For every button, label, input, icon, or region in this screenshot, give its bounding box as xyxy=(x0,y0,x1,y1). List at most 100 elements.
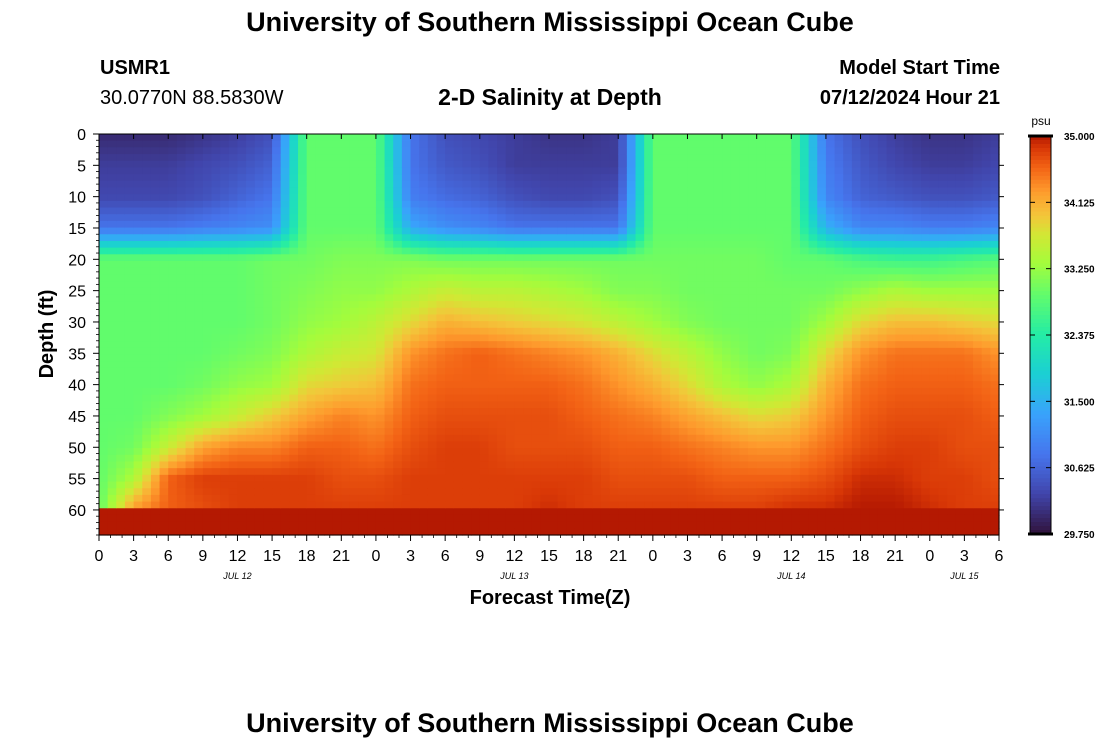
heatmap-cell xyxy=(479,294,490,302)
heatmap-cell xyxy=(799,327,810,336)
heatmap-cell xyxy=(289,521,299,529)
heatmap-cell xyxy=(799,240,810,249)
heatmap-cell xyxy=(756,187,766,195)
heatmap-cell xyxy=(644,227,654,235)
heatmap-cell xyxy=(687,501,697,509)
heatmap-cell xyxy=(748,421,758,429)
heatmap-cell xyxy=(626,254,637,262)
heatmap-cell xyxy=(332,367,342,376)
heatmap-cell xyxy=(687,260,697,269)
heatmap-cell xyxy=(384,180,394,189)
heatmap-cell xyxy=(462,167,472,175)
heatmap-cell xyxy=(116,301,126,309)
heatmap-cell xyxy=(670,301,680,309)
heatmap-cell xyxy=(644,234,654,242)
heatmap-cell xyxy=(341,327,351,336)
heatmap-cell xyxy=(298,234,308,242)
heatmap-cell xyxy=(298,461,308,469)
heatmap-cell xyxy=(116,521,126,529)
heatmap-cell xyxy=(358,521,368,529)
heatmap-cell xyxy=(782,421,792,429)
heatmap-cell xyxy=(488,441,498,449)
heatmap-cell xyxy=(626,488,637,496)
heatmap-cell xyxy=(220,294,230,302)
heatmap-cell xyxy=(220,301,230,309)
heatmap-cell xyxy=(367,214,377,222)
heatmap-cell xyxy=(116,321,126,329)
heatmap-cell xyxy=(237,247,247,255)
heatmap-cell xyxy=(696,408,706,416)
heatmap-cell xyxy=(358,207,368,215)
heatmap-cell xyxy=(799,347,810,356)
heatmap-cell xyxy=(289,274,299,282)
heatmap-cell xyxy=(514,327,524,336)
heatmap-cell xyxy=(583,194,593,202)
heatmap-cell xyxy=(349,408,360,416)
heatmap-cell xyxy=(765,227,775,235)
heatmap-cell xyxy=(626,240,637,249)
heatmap-cell xyxy=(176,334,187,342)
heatmap-cell xyxy=(349,474,360,483)
heatmap-cell xyxy=(497,528,507,536)
heatmap-cell xyxy=(272,347,282,356)
heatmap-cell xyxy=(514,227,524,235)
heatmap-cell xyxy=(107,387,117,396)
heatmap-cell xyxy=(687,434,697,443)
heatmap-cell xyxy=(652,408,663,416)
heatmap-cell xyxy=(774,341,784,349)
heatmap-cell xyxy=(419,140,429,148)
heatmap-cell xyxy=(133,454,143,463)
heatmap-cell xyxy=(566,194,576,202)
heatmap-cell xyxy=(384,361,394,369)
heatmap-cell xyxy=(427,147,438,155)
heatmap-cell xyxy=(592,174,602,182)
heatmap-cell xyxy=(324,154,334,162)
heatmap-cell xyxy=(635,441,645,449)
heatmap-cell xyxy=(324,327,334,336)
heatmap-cell xyxy=(462,387,472,396)
heatmap-cell xyxy=(514,514,524,523)
heatmap-cell xyxy=(566,180,576,189)
heatmap-cell xyxy=(401,341,412,349)
heatmap-cell xyxy=(375,528,386,536)
heatmap-cell xyxy=(557,387,567,396)
heatmap-cell xyxy=(756,281,766,289)
heatmap-cell xyxy=(107,154,117,162)
heatmap-cell xyxy=(341,488,351,496)
heatmap-cell xyxy=(765,521,775,529)
heatmap-cell xyxy=(124,134,135,142)
heatmap-cell xyxy=(609,428,619,436)
heatmap-cell xyxy=(436,394,446,402)
heatmap-cell xyxy=(635,234,645,242)
heatmap-cell xyxy=(202,421,213,429)
heatmap-cell xyxy=(246,361,256,369)
heatmap-cell xyxy=(799,394,810,402)
heatmap-cell xyxy=(453,160,464,169)
heatmap-cell xyxy=(272,240,282,249)
heatmap-cell xyxy=(730,494,740,503)
heatmap-cell xyxy=(254,508,265,516)
heatmap-cell xyxy=(756,160,766,169)
heatmap-cell xyxy=(427,354,438,362)
heatmap-cell xyxy=(739,140,749,148)
heatmap-cell xyxy=(583,387,593,396)
heatmap-cell xyxy=(445,187,455,195)
heatmap-cell xyxy=(505,441,515,449)
heatmap-cell xyxy=(168,307,178,316)
heatmap-cell xyxy=(410,180,420,189)
heatmap-cell xyxy=(315,367,325,376)
heatmap-cell xyxy=(791,494,801,503)
heatmap-cell xyxy=(453,187,464,195)
heatmap-cell xyxy=(341,154,351,162)
heatmap-cell xyxy=(228,194,239,202)
heatmap-cell xyxy=(228,134,239,142)
heatmap-cell xyxy=(774,367,784,376)
heatmap-cell xyxy=(324,361,334,369)
heatmap-cell xyxy=(367,167,377,175)
heatmap-cell xyxy=(540,488,550,496)
heatmap-cell xyxy=(150,334,161,342)
heatmap-cell xyxy=(280,488,290,496)
heatmap-cell xyxy=(237,134,247,142)
heatmap-cell xyxy=(332,461,342,469)
heatmap-cell xyxy=(618,207,628,215)
